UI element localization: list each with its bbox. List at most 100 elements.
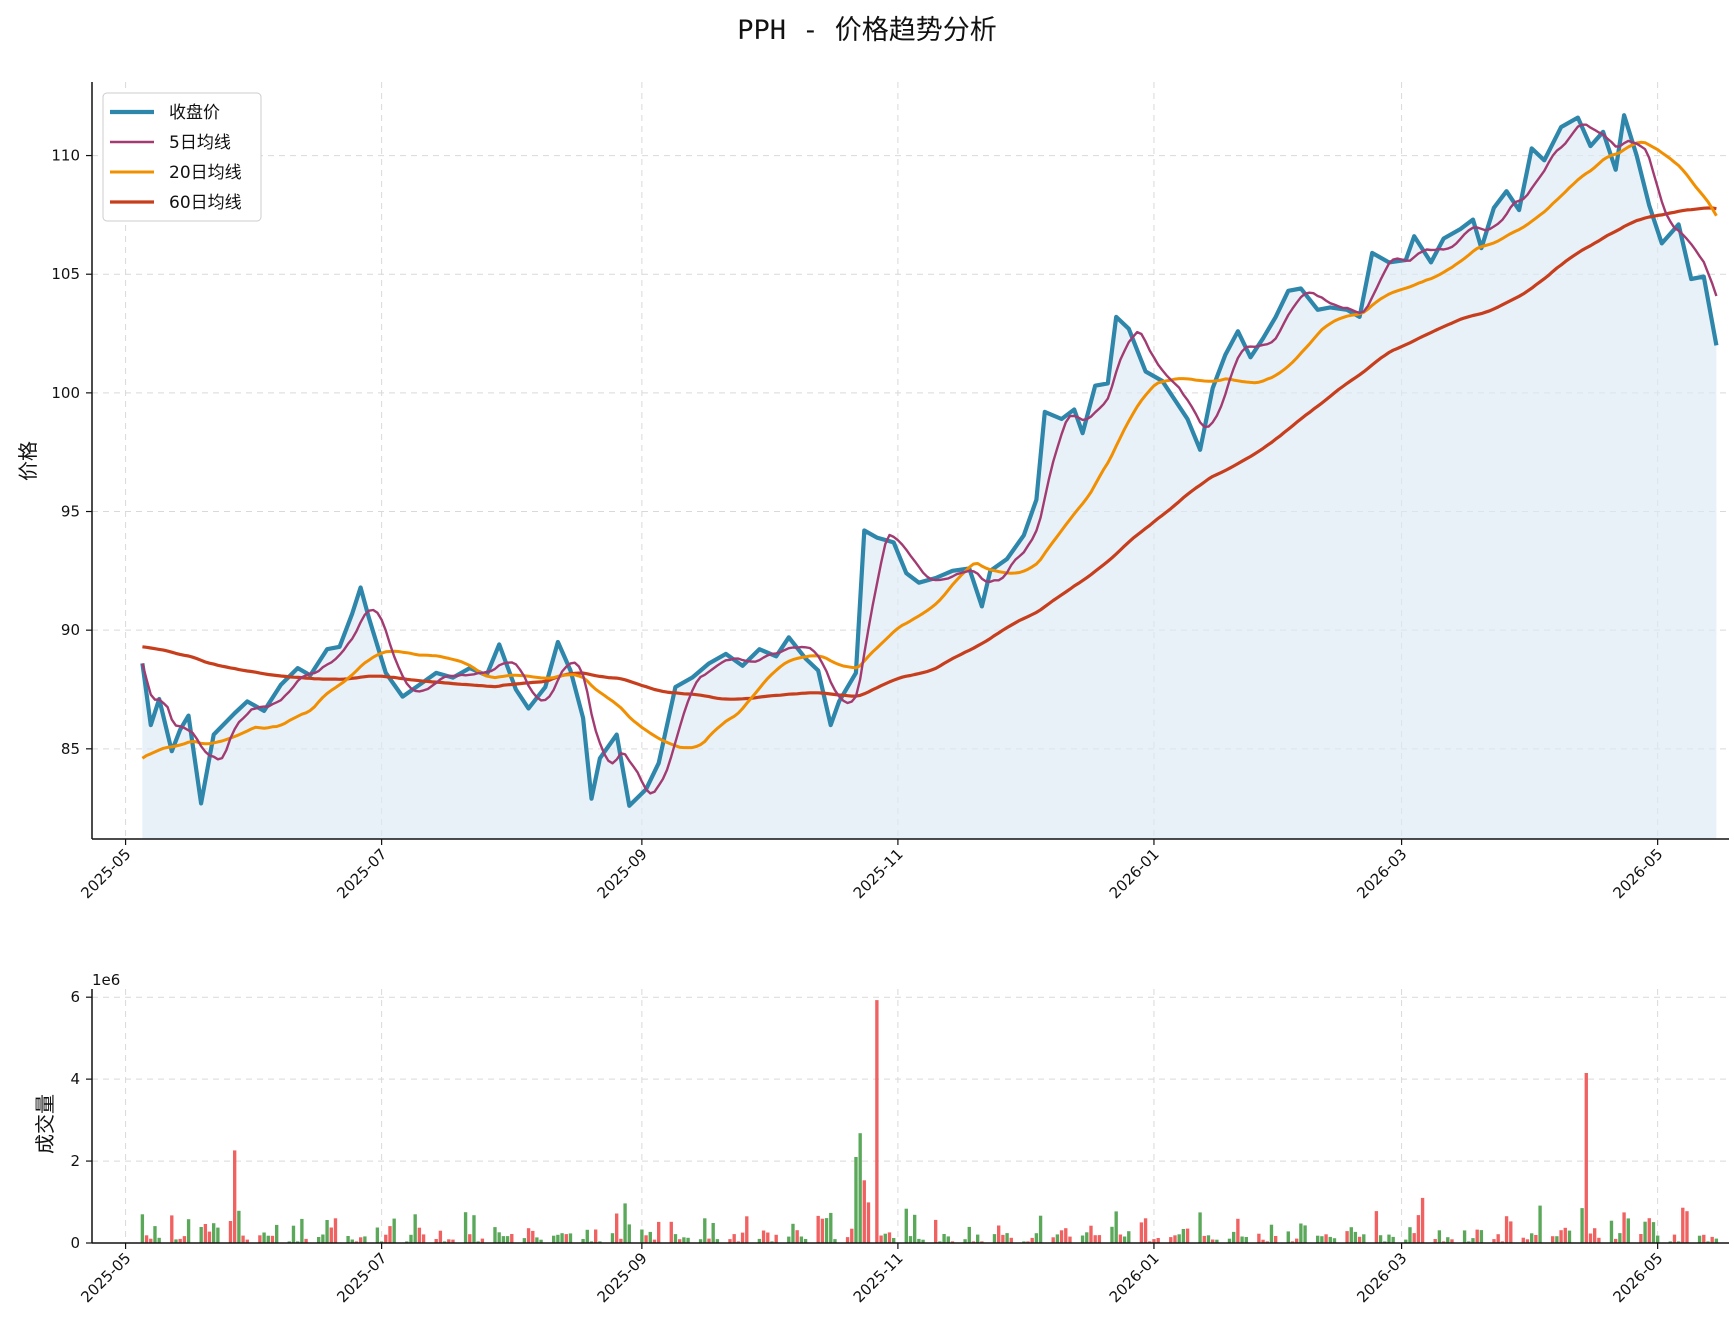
volume-ytick-label: 6 xyxy=(70,988,80,1006)
volume-bar xyxy=(1316,1235,1320,1243)
volume-bar xyxy=(505,1236,510,1243)
volume-ytick-label: 2 xyxy=(70,1152,80,1170)
volume-bar xyxy=(1198,1212,1202,1243)
volume-bar xyxy=(296,1241,300,1243)
volume-bar xyxy=(1450,1239,1454,1243)
volume-bar xyxy=(463,1212,468,1243)
volume-xtick-label: 2025-11 xyxy=(850,1249,907,1306)
volume-bar xyxy=(594,1229,598,1243)
volume-bar xyxy=(1475,1229,1479,1243)
price-xtick-label: 2026-03 xyxy=(1353,845,1410,902)
legend-label: 5日均线 xyxy=(169,133,231,153)
volume-bar xyxy=(1034,1233,1039,1243)
volume-bar xyxy=(417,1227,422,1243)
volume-bar xyxy=(673,1234,678,1243)
price-xtick-label: 2025-07 xyxy=(333,845,390,902)
volume-bar xyxy=(472,1215,476,1243)
volume-ylabel: 成交量 xyxy=(33,1094,57,1154)
volume-bar xyxy=(1551,1236,1555,1243)
legend-label: 收盘价 xyxy=(169,103,220,123)
volume-bar xyxy=(228,1221,233,1243)
volume-bar xyxy=(560,1233,564,1243)
volume-bar xyxy=(1588,1233,1593,1243)
volume-bar xyxy=(703,1218,707,1243)
volume-bar xyxy=(1269,1224,1274,1243)
volume-bar xyxy=(917,1238,921,1243)
volume-bar xyxy=(997,1225,1001,1243)
volume-bar xyxy=(1584,1073,1588,1243)
volume-bar xyxy=(711,1223,715,1243)
volume-bar xyxy=(623,1203,627,1243)
price-ytick-label: 110 xyxy=(51,147,80,165)
volume-bar xyxy=(829,1212,833,1243)
volume-bar xyxy=(938,1241,942,1243)
volume-bar xyxy=(799,1236,804,1243)
volume-bar xyxy=(1622,1212,1626,1243)
volume-bar xyxy=(140,1214,145,1243)
volume-bar xyxy=(1530,1233,1534,1243)
volume-bar xyxy=(333,1218,338,1243)
volume-bar xyxy=(535,1237,539,1243)
volume-bar xyxy=(1714,1238,1719,1243)
volume-bar xyxy=(388,1226,392,1243)
volume-bar xyxy=(157,1237,161,1243)
volume-bar xyxy=(1345,1231,1349,1243)
volume-bar xyxy=(476,1241,480,1243)
volume-bar xyxy=(552,1235,556,1243)
volume-bar xyxy=(556,1234,560,1243)
volume-bar xyxy=(627,1224,631,1243)
volume-bar xyxy=(1232,1231,1236,1243)
volume-bar xyxy=(359,1237,363,1243)
legend-label: 60日均线 xyxy=(169,193,242,213)
volume-bar xyxy=(1618,1233,1622,1243)
volume-bar xyxy=(522,1238,527,1243)
volume-bar xyxy=(816,1215,820,1243)
volume-bar xyxy=(1685,1211,1689,1243)
volume-bar xyxy=(1412,1233,1416,1243)
ma5-line xyxy=(141,123,1718,795)
volume-xtick-label: 2025-05 xyxy=(77,1249,134,1306)
volume-bar xyxy=(1206,1235,1211,1243)
volume-bar xyxy=(321,1234,325,1243)
volume-bar xyxy=(1152,1239,1156,1243)
volume-bar xyxy=(207,1231,212,1243)
volume-bar xyxy=(237,1210,241,1243)
volume-bar xyxy=(1080,1235,1085,1243)
volume-bar xyxy=(766,1232,770,1243)
price-xtick-label: 2026-05 xyxy=(1609,845,1666,902)
volume-bar xyxy=(1295,1238,1299,1243)
volume-bar xyxy=(434,1239,438,1243)
volume-bar xyxy=(1320,1236,1324,1243)
volume-bar xyxy=(1639,1234,1643,1243)
volume-bar xyxy=(619,1238,623,1243)
volume-bar xyxy=(598,1241,602,1243)
volume-bar xyxy=(317,1237,321,1243)
volume-bar xyxy=(291,1225,296,1243)
volume-bar xyxy=(1169,1237,1173,1243)
volume-bar xyxy=(1580,1208,1584,1243)
chart-title: PPH - 价格趋势分析 xyxy=(737,15,997,46)
price-xtick-label: 2025-11 xyxy=(850,845,907,902)
volume-bar xyxy=(913,1214,917,1243)
volume-bar xyxy=(736,1241,741,1243)
volume-bar xyxy=(845,1237,850,1243)
volume-bar xyxy=(212,1223,216,1243)
volume-bar xyxy=(761,1230,766,1243)
volume-bar xyxy=(820,1218,825,1243)
ma20-line xyxy=(141,140,1718,760)
price-area-fill xyxy=(142,115,1717,839)
volume-bar xyxy=(438,1230,443,1243)
volume-bar xyxy=(203,1224,208,1243)
volume-bar xyxy=(1433,1239,1437,1243)
volume-bar xyxy=(1555,1236,1559,1243)
volume-bar xyxy=(300,1218,304,1243)
volume-bar xyxy=(1378,1235,1383,1243)
volume-bar xyxy=(1009,1237,1013,1243)
volume-bar xyxy=(1332,1238,1337,1243)
volume-bar xyxy=(1001,1234,1005,1243)
volume-bar xyxy=(1357,1236,1362,1243)
price-ytick-label: 90 xyxy=(61,621,80,639)
price-xtick-label: 2025-09 xyxy=(594,845,651,902)
volume-bar xyxy=(795,1230,799,1243)
